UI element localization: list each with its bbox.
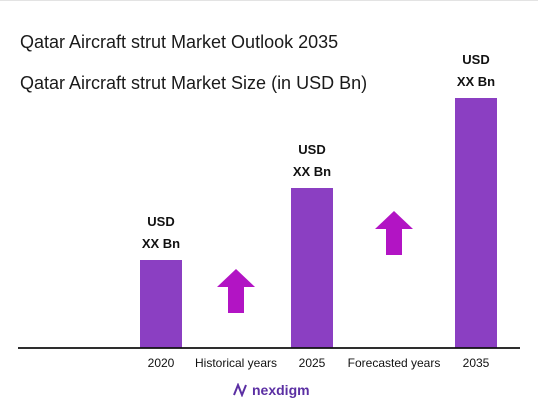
up-arrow-icon [375,211,413,255]
bar-2025 [291,188,333,348]
bar-value-label: USD [147,214,174,229]
bar-2035 [455,98,497,348]
category-label-2035: 2035 [463,356,490,370]
brand-logo: nexdigm [232,382,310,398]
nexdigm-logo-icon [233,383,247,397]
period-label: Forecasted years [348,356,441,370]
bar-value-label: USD [298,142,325,157]
up-arrow-icon [217,269,255,313]
bar-value-label: XX Bn [142,236,180,251]
category-label-2025: 2025 [299,356,326,370]
category-label-2020: 2020 [148,356,175,370]
period-label: Historical years [195,356,277,370]
bar-2020 [140,260,182,348]
bar-value-label: XX Bn [293,164,331,179]
chart-subtitle: Qatar Aircraft strut Market Size (in USD… [20,73,368,93]
chart-title: Qatar Aircraft strut Market Outlook 2035 [20,32,339,52]
bar-value-label: XX Bn [457,74,495,89]
brand-name: nexdigm [252,382,310,398]
bar-value-label: USD [462,52,489,67]
